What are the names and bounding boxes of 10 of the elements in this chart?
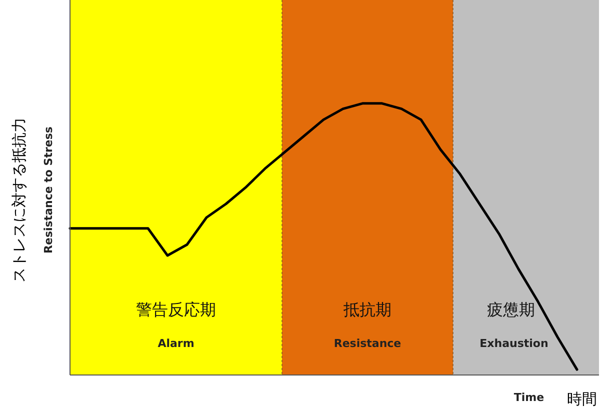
y-axis-title: ストレスに対する抵抗力	[10, 118, 28, 282]
annotation: 抵抗期	[342, 300, 392, 319]
x-axis-title: 時間	[567, 390, 597, 407]
text: Resistance to Stress	[42, 126, 55, 254]
annotation: 警告反応期	[136, 300, 216, 319]
annotation: Alarm	[158, 337, 194, 350]
annotation: Exhaustion	[480, 337, 548, 350]
annotation: 疲憊期	[487, 300, 535, 319]
annotation: Resistance	[334, 337, 402, 350]
text: Time	[514, 391, 544, 404]
